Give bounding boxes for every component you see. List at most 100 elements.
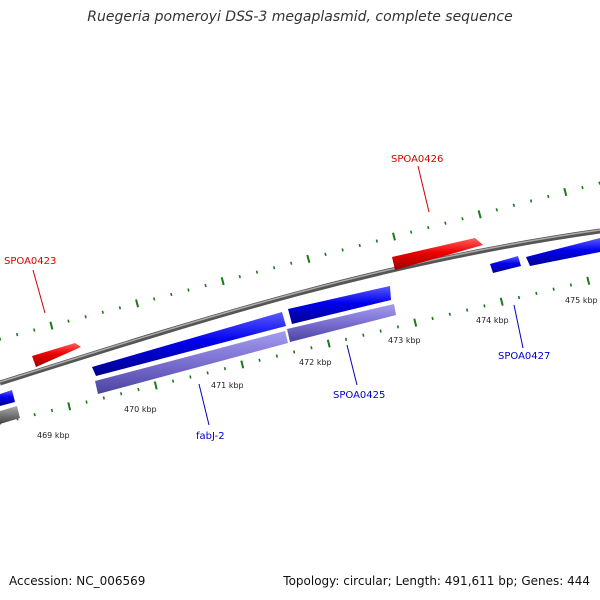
tick-label-474: 474 kbp [476,316,509,325]
outer-minor-tick [170,292,173,297]
outer-major-tick [477,210,482,219]
cds-fabj-2-bar[interactable] [95,331,288,394]
inner-minor-tick [483,304,486,308]
gene-spoa0427-arrow[interactable] [490,256,521,273]
map-title: Ruegeria pomeroyi DSS-3 megaplasmid, com… [87,9,513,25]
outer-minor-tick [153,297,156,301]
outer-tick-track [0,181,600,341]
outer-minor-tick [118,306,122,310]
inner-minor-tick [206,371,209,375]
gray-feature-bar[interactable] [0,406,20,424]
outer-major-tick [392,232,396,241]
spoa0425-leader-line [346,344,358,386]
inner-minor-tick [448,312,451,316]
spoa0426-leader-line [417,165,430,213]
inner-minor-tick [33,413,36,417]
inner-minor-tick [466,308,469,312]
tick-label-475: 475 kbp [565,296,598,305]
outer-minor-tick [204,283,207,288]
inner-minor-tick [120,392,123,396]
inner-minor-tick [293,350,296,354]
inner-minor-tick [189,375,192,379]
gene-fabj-2-arrow[interactable] [92,312,286,376]
inner-minor-tick [362,333,365,337]
gene-label-spoa0426[interactable]: SPOA0426 [391,154,443,165]
gene-right-edge-arrow[interactable] [526,238,600,266]
outer-minor-tick [101,310,104,314]
outer-minor-tick [375,239,378,243]
gene-spoa0426-arrow[interactable] [392,238,483,270]
gene-spoa0425-arrow[interactable] [288,286,391,324]
inner-minor-tick [85,400,88,404]
sequence-backbone-highlight [0,229,600,383]
spoa0423-leader-line [32,269,46,314]
inner-minor-tick [171,379,175,383]
outer-minor-tick [358,243,361,248]
inner-minor-tick [258,358,261,362]
gene-spoa0423-arrow[interactable] [32,343,81,367]
inner-minor-tick [102,396,105,400]
inner-minor-tick [344,337,348,341]
outer-minor-tick [84,315,87,319]
gene-label-spoa0427[interactable]: SPOA0427 [498,351,550,362]
outer-major-tick [135,299,140,308]
outer-minor-tick [67,319,70,323]
outer-minor-tick [529,199,533,203]
outer-major-tick [220,276,225,286]
inner-major-tick [240,360,245,369]
outer-minor-tick [290,261,293,265]
inner-major-tick [499,297,504,306]
inner-minor-tick [50,408,54,413]
inner-major-tick [153,381,158,390]
inner-minor-tick [223,367,227,371]
outer-minor-tick [255,270,259,274]
inner-minor-tick [517,295,521,300]
outer-minor-tick [324,252,327,257]
sequence-backbone [0,228,600,386]
inner-minor-tick [431,316,434,321]
outer-minor-tick [427,226,430,230]
gene-label-spoa0425[interactable]: SPOA0425 [333,390,385,401]
outer-minor-tick [410,230,413,234]
gene-label-spoa0423[interactable]: SPOA0423 [4,256,56,267]
inner-minor-tick [275,354,278,358]
outer-minor-tick [512,203,516,208]
sequence-summary-text: Topology: circular; Length: 491,611 bp; … [283,574,590,588]
outer-minor-tick [272,266,276,270]
inner-major-tick [586,276,591,285]
inner-minor-tick [379,329,382,333]
tick-label-472: 472 kbp [299,358,332,367]
inner-major-tick [413,318,418,327]
outer-minor-tick [341,248,344,252]
outer-minor-tick [33,328,36,332]
fabj-2-leader-line [198,383,210,426]
outer-minor-tick [187,288,190,292]
outer-major-tick [49,321,54,330]
tick-label-469: 469 kbp [37,431,70,440]
inner-minor-tick [137,387,140,392]
outer-minor-tick [495,208,498,212]
accession-text: Accession: NC_006569 [9,574,146,588]
outer-major-tick [563,187,568,197]
outer-major-tick [306,254,311,263]
outer-minor-tick [461,217,464,221]
gene-label-fabj-2[interactable]: fabJ-2 [196,431,225,442]
inner-major-tick [67,402,72,411]
spoa0427-leader-line [513,304,524,349]
tick-label-470: 470 kbp [124,405,157,414]
inner-minor-tick [569,283,573,287]
inner-major-tick [326,339,331,348]
outer-minor-tick [238,274,241,279]
inner-tick-track [0,276,591,425]
inner-minor-tick [535,291,538,295]
gene-left-edge-arrow[interactable] [0,390,15,406]
inner-minor-tick [396,325,400,329]
outer-minor-tick [444,221,447,225]
outer-minor-tick [547,194,550,199]
inner-minor-tick [310,346,313,350]
cds-spoa0425-bar[interactable] [287,304,396,342]
outer-minor-tick [16,332,19,337]
tick-label-471: 471 kbp [211,381,244,390]
